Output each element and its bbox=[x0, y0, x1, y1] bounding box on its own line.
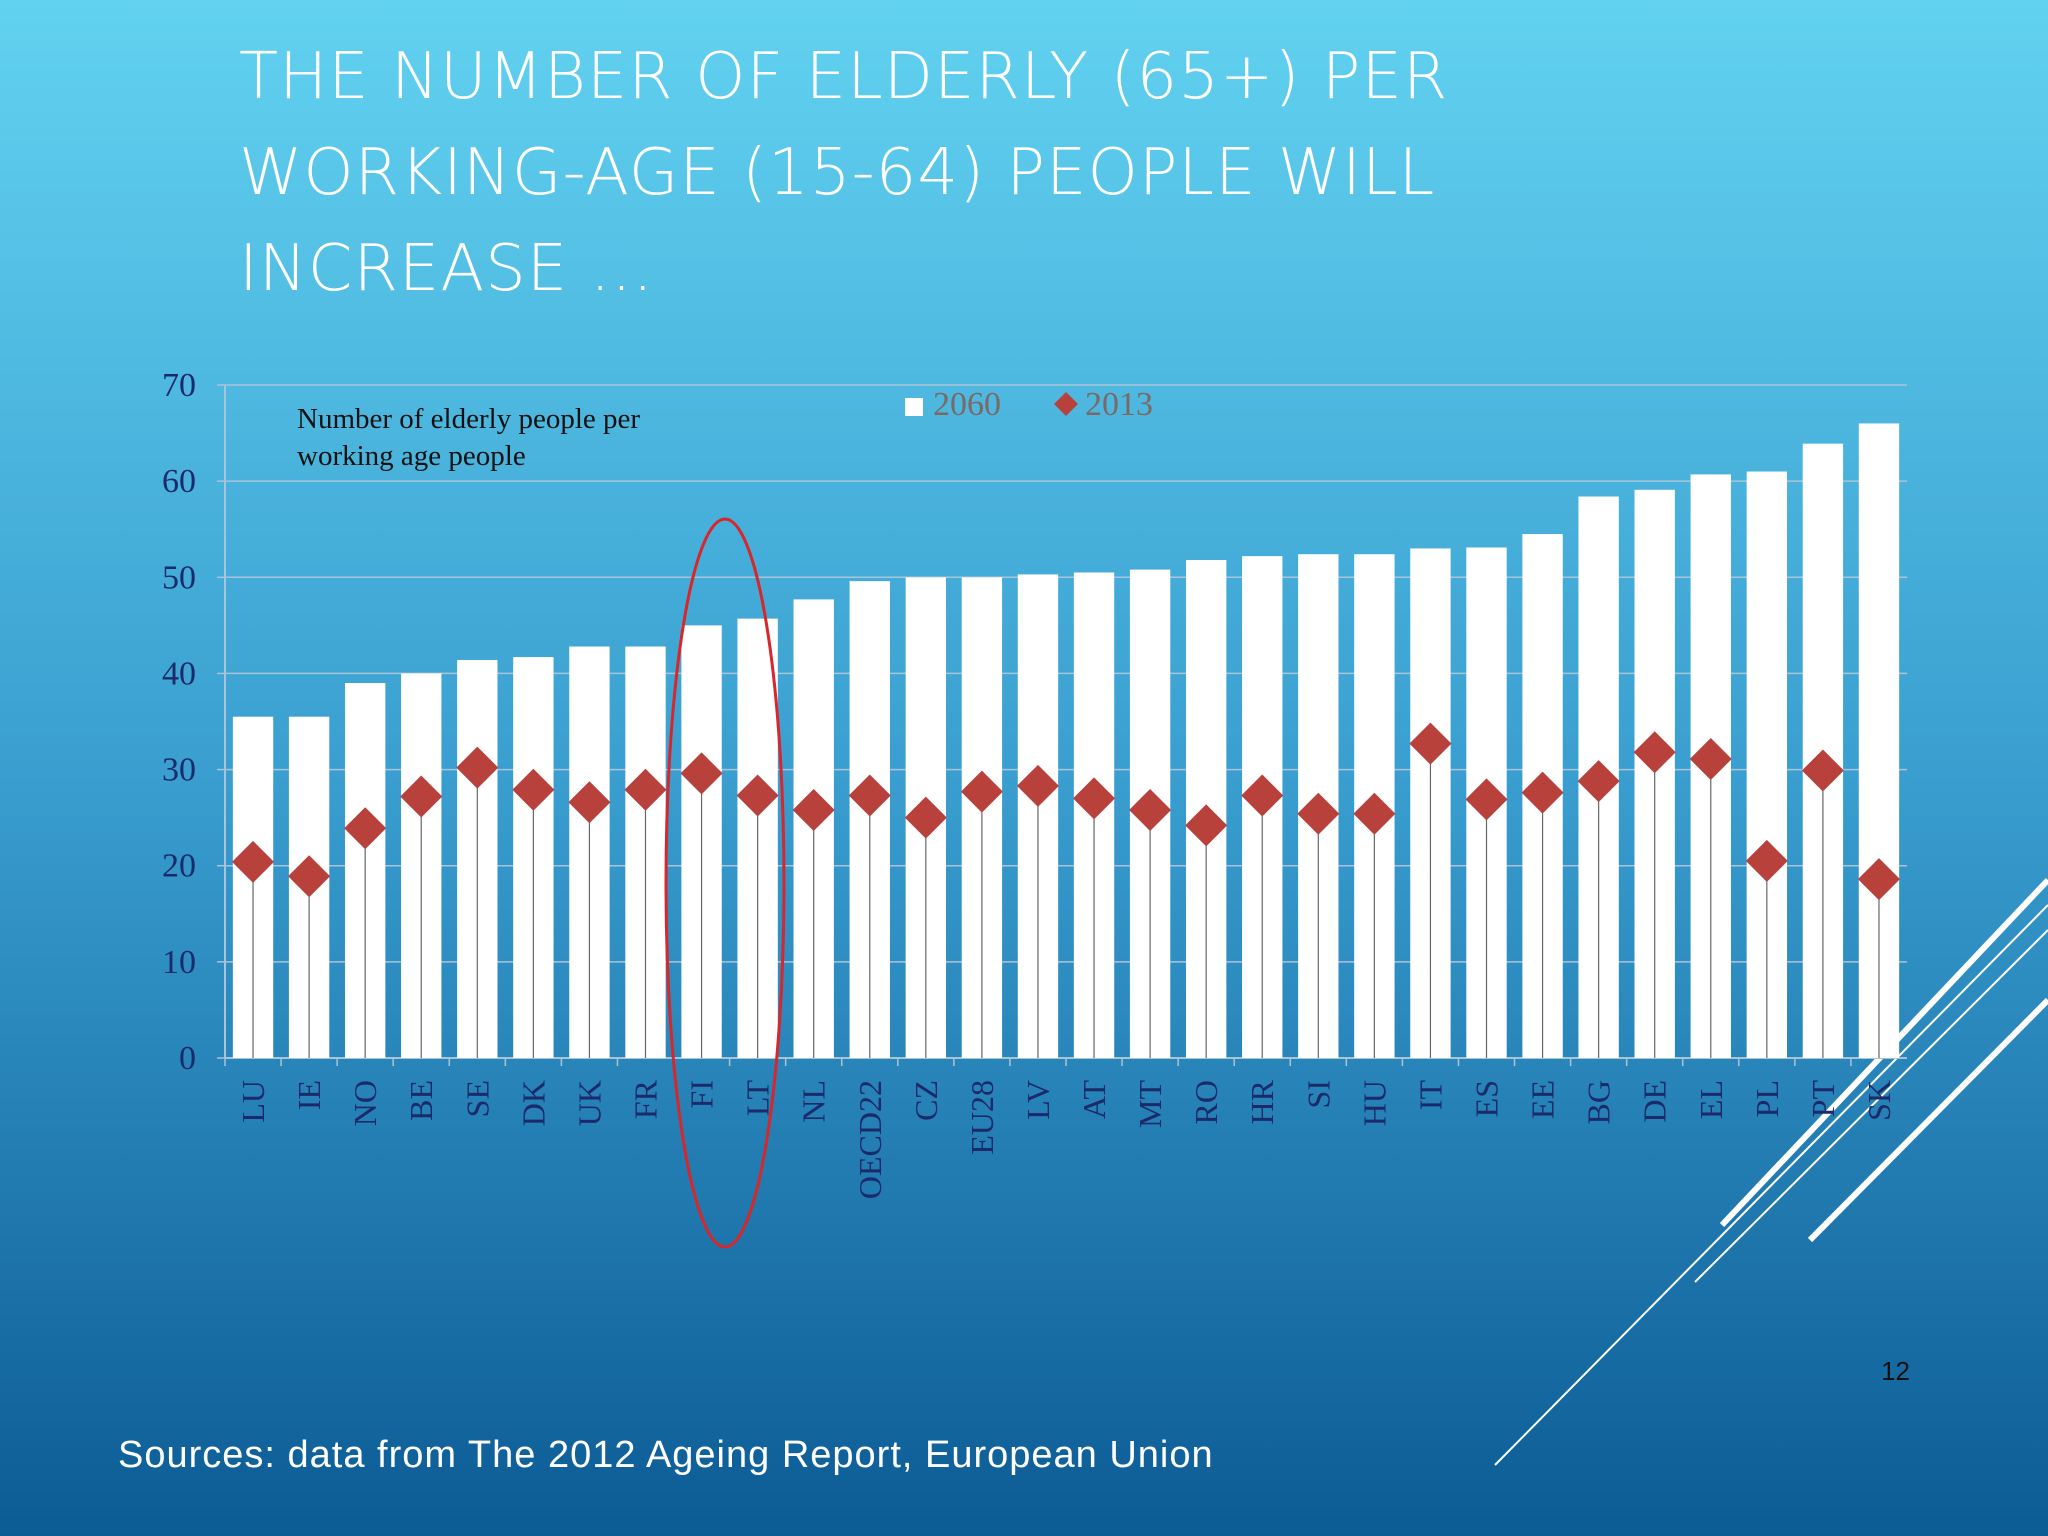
y-tick-label: 40 bbox=[162, 655, 196, 692]
x-tick-label: BE bbox=[403, 1080, 439, 1121]
legend-swatch bbox=[905, 398, 923, 416]
marker bbox=[1016, 764, 1059, 807]
marker bbox=[1241, 774, 1284, 817]
x-tick-label: HR bbox=[1244, 1079, 1280, 1124]
y-tick-label: 20 bbox=[162, 848, 196, 885]
x-tick-label: CZ bbox=[908, 1080, 944, 1121]
x-tick-label: HU bbox=[1356, 1080, 1392, 1126]
x-tick-label: AT bbox=[1076, 1080, 1112, 1120]
marker bbox=[456, 746, 499, 789]
marker bbox=[1745, 839, 1788, 882]
marker bbox=[1521, 771, 1564, 814]
y-tick-label: 50 bbox=[162, 559, 196, 596]
y-tick-label: 0 bbox=[179, 1040, 196, 1077]
x-tick-label: RO bbox=[1188, 1080, 1224, 1124]
title-line: THE NUMBER OF ELDERLY (65+) PER bbox=[239, 40, 1448, 114]
annotation: Number of elderly people per bbox=[297, 403, 640, 435]
x-tick-label: EU28 bbox=[964, 1080, 1000, 1155]
x-tick-label: BG bbox=[1581, 1080, 1617, 1124]
marker bbox=[680, 752, 723, 795]
y-tick-label: 30 bbox=[162, 752, 196, 789]
x-tick-label: UK bbox=[571, 1080, 607, 1126]
marker bbox=[568, 781, 611, 824]
marker bbox=[1129, 788, 1172, 831]
marker bbox=[904, 796, 947, 839]
x-tick-label: LV bbox=[1020, 1080, 1056, 1120]
legend-label: 2013 bbox=[1085, 386, 1153, 423]
x-tick-label: SK bbox=[1861, 1080, 1897, 1121]
marker bbox=[1633, 731, 1676, 774]
annotation: working age people bbox=[297, 440, 526, 472]
x-tick-label: EE bbox=[1525, 1080, 1561, 1119]
marker bbox=[1801, 749, 1844, 792]
marker bbox=[1465, 778, 1508, 821]
page-number: 12 bbox=[1881, 1356, 1910, 1386]
marker bbox=[1073, 777, 1116, 820]
x-tick-label: MT bbox=[1132, 1080, 1168, 1128]
x-tick-label: SI bbox=[1300, 1080, 1336, 1108]
x-tick-label: NL bbox=[796, 1080, 832, 1123]
x-tick-label: LT bbox=[740, 1080, 776, 1117]
x-tick-label: NO bbox=[347, 1080, 383, 1126]
marker bbox=[1409, 722, 1452, 765]
x-tick-label: DE bbox=[1637, 1080, 1673, 1123]
marker bbox=[624, 768, 667, 811]
marker bbox=[736, 774, 779, 817]
x-tick-label: PL bbox=[1749, 1080, 1785, 1117]
x-tick-label: IT bbox=[1412, 1080, 1448, 1111]
highlight-ellipse bbox=[664, 517, 786, 1249]
x-tick-label: SE bbox=[459, 1080, 495, 1117]
y-tick-label: 70 bbox=[162, 367, 196, 404]
title-line: WORKING-AGE (15-64) PEOPLE WILL bbox=[239, 136, 1435, 210]
y-tick-label: 60 bbox=[162, 463, 196, 500]
title: THE NUMBER OF ELDERLY (65+) PER WORKING-A… bbox=[239, 40, 1448, 306]
legend-swatch bbox=[1054, 392, 1078, 416]
marker bbox=[1353, 792, 1396, 835]
marker bbox=[1577, 760, 1620, 803]
x-tick-label: LU bbox=[235, 1080, 271, 1123]
y-tick-label: 10 bbox=[162, 944, 196, 981]
x-tick-label: DK bbox=[515, 1080, 551, 1126]
marker bbox=[400, 775, 443, 818]
marker bbox=[1689, 737, 1732, 780]
plot: 0 10 20 30 40 50 60 70 LU IE NO BE SE DK UK FR FI LT NL OEC… bbox=[162, 367, 1907, 1199]
marker bbox=[288, 855, 331, 898]
marker bbox=[512, 768, 555, 811]
x-tick-label: OECD22 bbox=[852, 1080, 888, 1199]
marker bbox=[1185, 804, 1228, 847]
marker bbox=[1857, 858, 1900, 901]
marker bbox=[792, 788, 835, 831]
x-tick-label: FI bbox=[684, 1080, 720, 1108]
marker bbox=[344, 807, 387, 850]
x-tick-label: ES bbox=[1469, 1080, 1505, 1117]
x-tick-label: FR bbox=[628, 1079, 664, 1119]
x-tick-label: IE bbox=[291, 1080, 327, 1110]
source: Sources: data from The 2012 Ageing Repor… bbox=[118, 1434, 1214, 1476]
marker bbox=[232, 840, 275, 883]
marker bbox=[1297, 792, 1340, 835]
title-line: INCREASE … bbox=[239, 232, 655, 306]
x-tick-label: EL bbox=[1693, 1080, 1729, 1119]
marker bbox=[848, 774, 891, 817]
x-tick-label: PT bbox=[1805, 1080, 1841, 1118]
legend-label: 2060 bbox=[933, 386, 1001, 423]
marker bbox=[960, 770, 1003, 813]
